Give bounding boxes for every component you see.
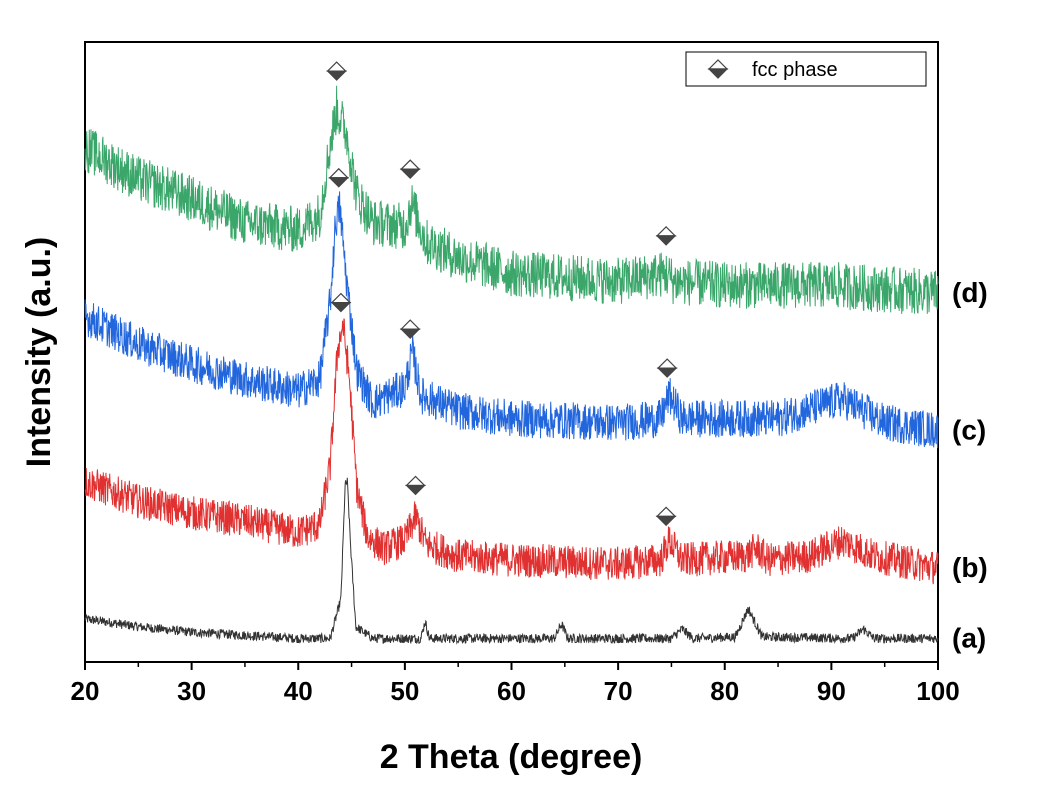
fcc-marker-3-0: [326, 61, 348, 81]
x-tick-label-3: 50: [390, 676, 419, 706]
series-line-0: [84, 477, 939, 645]
x-tick-label-5: 70: [604, 676, 633, 706]
series-label-0: (a): [952, 622, 986, 653]
series-layer: [84, 85, 939, 645]
legend-label: fcc phase: [752, 59, 838, 81]
fcc-marker-3-2: [655, 225, 677, 246]
x-tick-label-7: 90: [817, 676, 846, 706]
fcc-marker-layer: [326, 61, 678, 527]
y-axis-title: Intensity (a.u.): [20, 237, 58, 467]
series-line-2: [84, 191, 939, 449]
series-line-3: [84, 85, 939, 314]
x-tick-label-1: 30: [177, 676, 206, 706]
x-tick-label-8: 100: [916, 676, 959, 706]
x-tick-label-6: 80: [710, 676, 739, 706]
series-labels: (a) (b) (c) (d): [952, 277, 988, 653]
legend: fcc phase: [685, 51, 927, 87]
fcc-marker-2-1: [399, 319, 421, 339]
fcc-marker-1-2: [655, 506, 677, 527]
fcc-marker-1-0: [330, 292, 352, 313]
x-axis-title: 2 Theta (degree): [380, 738, 643, 776]
series-label-3: (d): [952, 277, 988, 308]
series-label-1: (b): [952, 552, 988, 583]
x-axis-ticks: 20 30 40 50 60 70 80 90 100: [71, 662, 960, 706]
x-tick-label-4: 60: [497, 676, 526, 706]
fcc-marker-2-2: [656, 358, 678, 378]
x-tick-label-0: 20: [71, 676, 100, 706]
fcc-marker-2-0: [328, 167, 350, 188]
series-label-2: (c): [952, 414, 986, 445]
legend-diamond-icon: [707, 59, 729, 79]
x-tick-label-2: 40: [284, 676, 313, 706]
fcc-marker-1-1: [405, 475, 426, 496]
fcc-marker-3-1: [399, 159, 421, 179]
series-line-1: [84, 318, 939, 585]
legend-diamond-shape: [707, 59, 729, 79]
